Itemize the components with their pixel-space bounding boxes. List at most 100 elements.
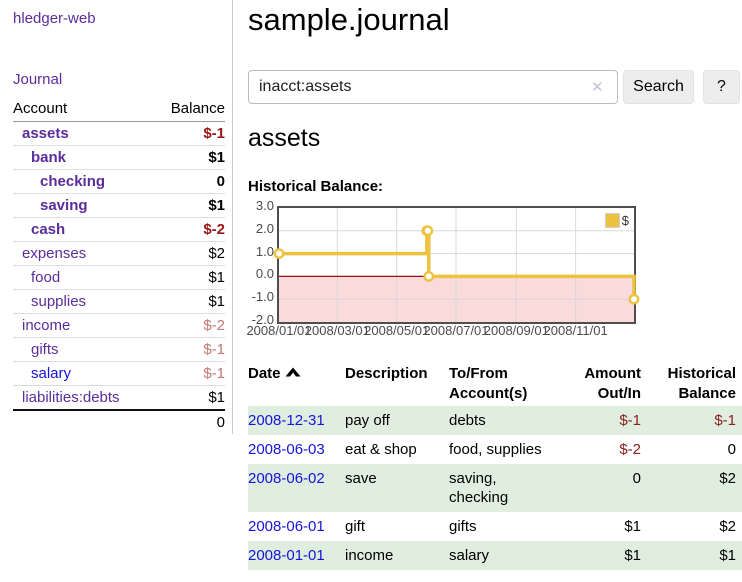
account-row: cash $-2 [13, 217, 225, 242]
register-amount-cell: 0 [632, 470, 641, 487]
y-axis-label: 1.0 [255, 243, 274, 259]
register-balance-cell: $-1 [714, 412, 736, 429]
data-point-marker [273, 248, 285, 259]
accounts-total-value: 0 [153, 409, 225, 434]
account-name-cell: food [13, 265, 154, 290]
help-button[interactable]: ? [703, 70, 740, 104]
register-description-cell: gift [345, 518, 366, 535]
register-table: Date Description To/From Account(s) Amou… [248, 362, 742, 570]
account-name-cell: gifts [13, 337, 154, 362]
register-date-cell: 2008-06-01 [248, 512, 345, 541]
register-balance-cell: $2 [719, 518, 736, 535]
clear-search-icon[interactable]: ✕ [591, 79, 604, 96]
account-name-cell: liabilities:debts [13, 385, 154, 411]
register-accounts-cell: saving, checking [449, 470, 509, 506]
date-link[interactable]: 2008-06-02 [248, 470, 325, 487]
account-balance: $1 [153, 289, 225, 314]
account-link[interactable]: supplies [31, 293, 87, 310]
search-button[interactable]: Search [623, 70, 694, 104]
account-row: food $1 [13, 265, 225, 290]
register-accounts-cell: salary [449, 547, 490, 564]
register-date-cell: 2008-06-02 [248, 464, 345, 512]
accounts-table: Account Balance assets $-1 bank $1 checking 0… [13, 96, 225, 434]
account-link[interactable]: bank [31, 149, 67, 166]
x-axis-label: 2008/07/01 [423, 323, 489, 338]
account-balance: $1 [153, 385, 225, 411]
account-name-cell: expenses [13, 241, 154, 266]
account-link[interactable]: assets [22, 125, 69, 142]
balance-chart: $ [273, 206, 640, 324]
sidebar-item-journal[interactable]: Journal [13, 71, 63, 88]
date-link[interactable]: 2008-01-01 [248, 547, 325, 564]
accounts-total-spacer [13, 409, 154, 434]
x-axis-label: 2008/03/01 [304, 323, 370, 338]
account-link[interactable]: expenses [22, 245, 87, 262]
register-header-date[interactable]: Date [248, 362, 345, 406]
account-balance: $-2 [153, 313, 225, 338]
date-link[interactable]: 2008-06-03 [248, 441, 325, 458]
accounts-total-row: 0 [13, 409, 225, 434]
register-description-cell: eat & shop [345, 441, 417, 458]
account-balance: $1 [153, 193, 225, 218]
register-balance-cell: $1 [719, 547, 736, 564]
register-header-balance: Historical Balance [667, 365, 736, 402]
account-link[interactable]: cash [31, 221, 66, 238]
account-link[interactable]: liabilities:debts [22, 389, 120, 406]
account-link[interactable]: salary [31, 365, 72, 382]
date-link[interactable]: 2008-06-01 [248, 518, 325, 535]
x-axis-label: 2008/05/01 [364, 323, 430, 338]
register-description-cell: pay off [345, 412, 390, 429]
account-balance: $1 [153, 145, 225, 170]
account-link[interactable]: checking [40, 173, 106, 190]
account-link[interactable]: gifts [31, 341, 59, 358]
x-axis-label: 2008/11/01 [543, 323, 608, 338]
legend-swatch [604, 213, 620, 228]
legend-label: $ [621, 213, 629, 228]
register-accounts-cell: food, supplies [449, 441, 542, 458]
register-balance-cell: $2 [719, 470, 736, 487]
chart-legend: $ [604, 213, 629, 228]
account-balance: $-1 [153, 121, 225, 146]
y-axis-label: -2.0 [251, 312, 274, 327]
account-row: income $-2 [13, 313, 225, 338]
y-axis-label: 2.0 [255, 220, 274, 236]
register-accounts-cell: debts [449, 412, 486, 429]
account-row: checking 0 [13, 169, 225, 194]
account-link[interactable]: income [22, 317, 71, 334]
accounts-header-balance: Balance [153, 96, 225, 122]
account-row: saving $1 [13, 193, 225, 218]
account-link[interactable]: saving [40, 197, 88, 214]
table-row: 2008-06-03 eat & shop food, supplies $-2 0 [248, 435, 742, 464]
accounts-header-account: Account [13, 96, 154, 122]
register-date-cell: 2008-12-31 [248, 406, 345, 435]
account-name-cell: income [13, 313, 154, 338]
account-row: salary $-1 [13, 361, 225, 386]
account-row: supplies $1 [13, 289, 225, 314]
account-row: assets $-1 [13, 121, 225, 146]
y-axis-label: -1.0 [251, 289, 274, 305]
x-axis-label: 2008/09/01 [483, 323, 549, 338]
register-header-row: Date Description To/From Account(s) Amou… [248, 362, 742, 406]
data-point-marker [423, 271, 435, 282]
data-point-marker [422, 225, 434, 237]
table-row: 2008-06-02 save saving, checking 0 $2 [248, 464, 742, 512]
table-row: 2008-06-01 gift gifts $1 $2 [248, 512, 742, 541]
account-balance: $-2 [153, 217, 225, 242]
account-balance: $-1 [153, 337, 225, 362]
y-axis-label: 3.0 [255, 198, 274, 213]
register-header-accounts: To/From Account(s) [449, 365, 528, 402]
register-accounts-cell: gifts [449, 518, 477, 535]
account-row: expenses $2 [13, 241, 225, 266]
register-amount-cell: $-1 [619, 412, 641, 429]
brand-link[interactable]: hledger-web [13, 10, 96, 27]
account-name-cell: salary [13, 361, 154, 386]
register-balance-cell: 0 [727, 441, 736, 458]
chart-canvas [273, 208, 640, 322]
register-amount-cell: $1 [624, 518, 641, 535]
y-axis-label: 0.0 [255, 266, 274, 282]
x-axis-label: 2008/01/01 [246, 323, 312, 338]
account-link[interactable]: food [31, 269, 61, 286]
account-name-cell: checking [13, 169, 154, 194]
date-link[interactable]: 2008-12-31 [248, 412, 325, 429]
search-input[interactable] [248, 70, 618, 104]
